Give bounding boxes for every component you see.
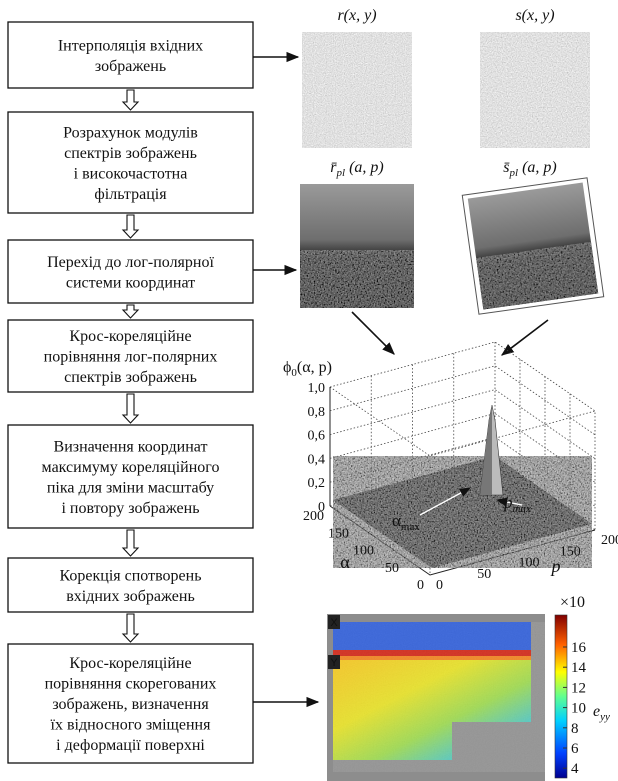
p-tick-label: 0 — [436, 578, 443, 593]
arrow — [502, 320, 548, 355]
flow-arrow — [123, 305, 138, 318]
p-tick-label: 100 — [519, 556, 540, 571]
step-box — [8, 22, 253, 88]
strain-map — [327, 614, 545, 781]
step-text: і повтору зображень — [61, 500, 199, 517]
alpha-tick-label: 50 — [385, 561, 399, 576]
label-args: (α, p) — [297, 359, 332, 376]
step-text: спектрів зображень — [64, 145, 197, 162]
image-s-pl — [462, 178, 603, 314]
z-tick-label: 0,2 — [308, 476, 326, 491]
step-text: максимуму кореляційного — [42, 459, 220, 476]
step-text: піка для зміни масштабу — [47, 479, 214, 496]
step-text: Інтерполяція вхідних — [58, 37, 203, 54]
colorbar — [555, 615, 567, 778]
step-text: Крос-кореляційне — [69, 328, 191, 345]
image-label: r(x, y) — [337, 7, 376, 24]
colorbar-tick-label: 8 — [571, 721, 579, 737]
alpha-tick-label: 200 — [303, 509, 324, 524]
arrow — [352, 312, 394, 354]
label-symbol: ϕ — [283, 359, 291, 376]
label-subscript: pl — [336, 167, 346, 179]
colorbar-tick-label: 10 — [571, 701, 586, 717]
marker-label: X — [330, 617, 338, 629]
flow-arrow — [123, 530, 138, 556]
step-text: їх відносного зміщення — [51, 717, 212, 734]
label-symbol: α — [392, 511, 401, 530]
step-text: спектрів зображень — [64, 369, 197, 386]
step-text: зображень, визначення — [52, 696, 209, 713]
colorbar-tick-label: 12 — [571, 680, 586, 696]
alpha-tick-label: 150 — [328, 526, 349, 541]
colorbar-tick-label: 4 — [571, 761, 579, 777]
colorbar-tick-label: 14 — [571, 660, 587, 676]
step-text: і високочастотна — [74, 165, 188, 182]
step-text: і деформації поверхні — [56, 737, 205, 754]
colorbar-multiplier: ×10 — [560, 594, 585, 611]
p-tick-label: 50 — [477, 567, 491, 582]
colorbar-label: eyy — [593, 703, 610, 723]
label-symbol: e — [593, 703, 600, 720]
step-text: Розрахунок модулів — [63, 124, 198, 141]
z-tick-label: 0,8 — [308, 405, 326, 420]
p-axis-label: p — [550, 556, 561, 576]
step-text: Крос-кореляційне — [69, 655, 191, 672]
label-args: (a, p) — [345, 159, 384, 176]
alpha-axis-label: α — [340, 552, 350, 572]
label-subscript: yy — [599, 711, 610, 723]
image-s — [480, 32, 590, 148]
step-box — [8, 240, 253, 303]
flow-arrow — [123, 614, 138, 642]
image-label: s̄pl (a, p) — [503, 159, 556, 179]
image-label: r̄pl (a, p) — [330, 159, 383, 179]
image-r — [302, 32, 412, 148]
step-text: системи координат — [66, 274, 195, 291]
grid-line — [330, 390, 595, 459]
step-text: порівняння скорегованих — [45, 676, 217, 693]
flow-arrow — [123, 90, 138, 110]
image-r-pl — [300, 184, 414, 308]
layout — [253, 32, 604, 781]
marker-label: Y — [330, 657, 338, 669]
step-text: Визначення координат — [54, 438, 208, 455]
z-tick-label: 1,0 — [308, 381, 326, 396]
label-subscript: max — [513, 503, 531, 515]
flow-arrow — [123, 215, 138, 238]
p-tick-label: 150 — [560, 544, 581, 559]
alpha-tick-label: 100 — [353, 544, 374, 559]
colorbar-tick-label: 6 — [571, 741, 579, 757]
label-subscript: max — [401, 521, 420, 533]
step-text: порівняння лог-полярних — [44, 349, 218, 366]
p-tick-label: 200 — [601, 533, 618, 548]
step-text: Перехід до лог-полярної — [47, 254, 214, 271]
z-axis-label: ϕ0(α, p) — [283, 359, 332, 379]
step-text: фільтрація — [94, 186, 167, 203]
image-label: s(x, y) — [515, 7, 554, 24]
colorbar-tick-label: 16 — [571, 640, 587, 656]
step-text: Корекція спотворень — [60, 567, 202, 584]
alpha-tick-label: 0 — [417, 578, 424, 593]
diagram: Інтерполяція вхідних зображень Розрахунок … — [0, 0, 618, 781]
z-tick-label: 0,6 — [308, 429, 326, 444]
label-subscript: pl — [509, 167, 519, 179]
label-symbol: p — [503, 493, 513, 512]
flow-arrow — [123, 394, 138, 423]
z-tick-label: 0,4 — [308, 452, 326, 467]
step-text: вхідних зображень — [66, 588, 195, 605]
label-args: (a, p) — [518, 159, 557, 176]
grid-line — [330, 366, 595, 435]
step-text: зображень — [95, 58, 166, 75]
